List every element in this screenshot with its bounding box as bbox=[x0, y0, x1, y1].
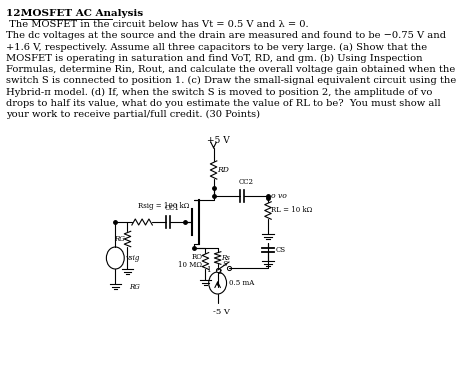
Text: MOSFET is operating in saturation and find VoT, RD, and gm. (b) Using Inspection: MOSFET is operating in saturation and fi… bbox=[7, 54, 423, 63]
Text: The MOSFET in the circuit below has Vt = 0.5 V and λ = 0.: The MOSFET in the circuit below has Vt =… bbox=[7, 20, 309, 29]
Text: 0.5 mA: 0.5 mA bbox=[229, 279, 254, 287]
Text: 1: 1 bbox=[207, 266, 211, 274]
Text: CC1: CC1 bbox=[165, 204, 180, 212]
Text: drops to half its value, what do you estimate the value of RL to be?  You must s: drops to half its value, what do you est… bbox=[7, 99, 441, 108]
Text: vsig: vsig bbox=[126, 254, 140, 262]
Text: -5 V: -5 V bbox=[213, 308, 229, 316]
Text: 12.: 12. bbox=[7, 9, 28, 18]
Text: RG: RG bbox=[129, 283, 140, 291]
Text: 2: 2 bbox=[218, 268, 222, 276]
Text: Rsig = 100 kΩ: Rsig = 100 kΩ bbox=[138, 202, 190, 210]
Text: CS: CS bbox=[275, 246, 285, 254]
Text: RL = 10 kΩ: RL = 10 kΩ bbox=[271, 206, 312, 214]
Text: +1.6 V, respectively. Assume all three capacitors to be very large. (a) Show tha: +1.6 V, respectively. Assume all three c… bbox=[7, 43, 428, 52]
Text: MOSFET AC Analysis: MOSFET AC Analysis bbox=[21, 9, 143, 18]
Text: CC2: CC2 bbox=[239, 178, 254, 186]
Text: The dc voltages at the source and the drain are measured and found to be −0.75 V: The dc voltages at the source and the dr… bbox=[7, 31, 447, 40]
Text: Formulas, determine Rin, Rout, and calculate the overall voltage gain obtained w: Formulas, determine Rin, Rout, and calcu… bbox=[7, 65, 456, 74]
Text: +5 V: +5 V bbox=[207, 136, 230, 145]
Text: your work to receive partial/full credit. (30 Points): your work to receive partial/full credit… bbox=[7, 110, 261, 119]
Text: RO: RO bbox=[191, 253, 202, 261]
Text: Hybrid-π model. (d) If, when the switch S is moved to position 2, the amplitude : Hybrid-π model. (d) If, when the switch … bbox=[7, 87, 433, 96]
Text: 10 MΩ: 10 MΩ bbox=[178, 261, 202, 269]
Text: o vo: o vo bbox=[271, 192, 287, 200]
Text: switch S is connected to position 1. (c) Draw the small-signal equivalent circui: switch S is connected to position 1. (c)… bbox=[7, 76, 457, 85]
Text: RG: RG bbox=[114, 235, 125, 243]
Text: S: S bbox=[222, 260, 227, 268]
Text: Rs: Rs bbox=[221, 254, 230, 262]
Text: RD: RD bbox=[217, 166, 228, 174]
